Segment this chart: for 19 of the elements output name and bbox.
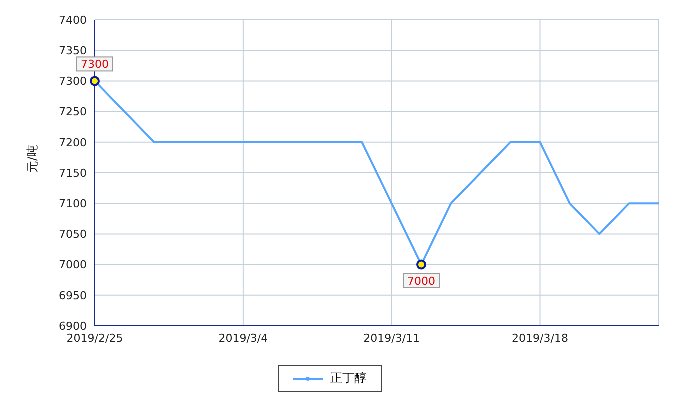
y-tick-label: 7250	[59, 106, 87, 119]
y-axis-title: 元/吨	[25, 144, 40, 173]
y-tick-label: 7150	[59, 166, 87, 180]
data-label: 7300	[81, 58, 109, 72]
data-label: 7000	[408, 274, 436, 288]
legend-label: 正丁醇	[330, 370, 366, 387]
y-tick-label: 7300	[59, 75, 87, 88]
x-tick-label: 2019/3/11	[364, 332, 420, 345]
y-tick-label: 7100	[59, 198, 87, 211]
x-tick-label: 2019/3/18	[512, 332, 568, 345]
y-tick-label: 6950	[59, 289, 87, 302]
y-tick-label: 7350	[59, 44, 87, 58]
y-tick-label: 7000	[59, 258, 87, 272]
y-tick-label: 6900	[59, 320, 87, 333]
y-tick-label: 7400	[59, 14, 87, 27]
y-tick-label: 7200	[59, 136, 87, 150]
x-tick-label: 2019/2/25	[66, 332, 124, 345]
x-tick-label: 2019/3/4	[218, 332, 268, 345]
y-tick-label: 7050	[59, 228, 87, 242]
